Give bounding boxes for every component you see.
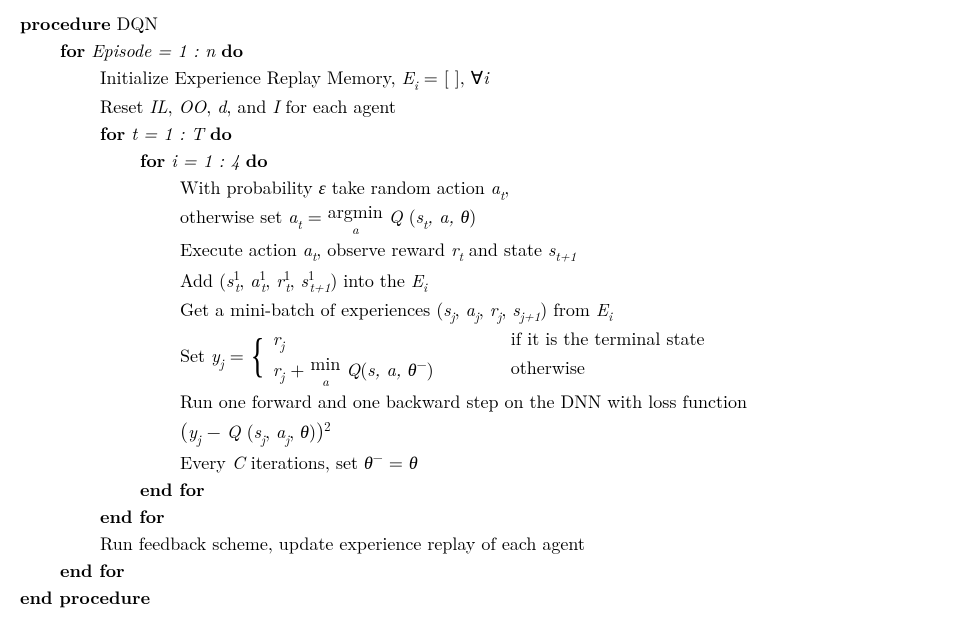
var-d: d <box>217 94 226 119</box>
procedure-line: procedure DQN <box>20 10 959 37</box>
for-t-line: for t = 1 : T do <box>20 120 959 147</box>
for-i-line: for i = 1 : 4 do <box>20 147 959 174</box>
eps-line: With probability ε take random action at… <box>20 174 959 203</box>
end-procedure: end procedure <box>20 584 959 611</box>
endfor-t: end for <box>20 503 959 530</box>
feedback-line: Run feedback scheme, update experience r… <box>20 530 959 557</box>
add-line: Add (s1t, a1t, r1t, s1t+1) into the Ei <box>20 265 959 296</box>
var-IL: IL <box>149 94 167 119</box>
left-brace-icon: { <box>250 332 264 380</box>
init-replay-text: Initialize Experience Replay Memory, <box>100 65 402 90</box>
for-episode-var: Episode = 1 : n <box>91 38 221 63</box>
for-episode-line: for Episode = 1 : n do <box>20 37 959 64</box>
endfor-episode: end for <box>20 557 959 584</box>
case1-expr: rj <box>273 325 511 354</box>
var-a: a <box>491 175 500 200</box>
argmin-line: otherwise set at = argmina Q (st, a, θ) <box>20 203 959 235</box>
runstep-line1: Run one forward and one backward step on… <box>20 388 959 415</box>
case-row-2: rj + mina Q(s, a, θ−) otherwise <box>273 354 705 388</box>
kw-for: for <box>140 148 165 173</box>
set-y-lhs: Set yj = <box>180 342 244 371</box>
kw-for: for <box>60 38 85 63</box>
algorithm-block: procedure DQN for Episode = 1 : n do Ini… <box>20 10 959 611</box>
reset-line: Reset IL, OO, d, and I for each agent <box>20 93 959 120</box>
reset-pre: Reset <box>100 94 149 119</box>
execute-line: Execute action at, observe reward rt and… <box>20 236 959 265</box>
minibatch-line: Get a mini-batch of experiences (sj, aj,… <box>20 296 959 325</box>
var-E: E <box>402 65 414 90</box>
case2-expr: rj + mina Q(s, a, θ−) <box>273 354 511 388</box>
case2-cond: otherwise <box>511 354 585 388</box>
sub-i: i <box>414 75 418 94</box>
var-OO: OO <box>179 94 207 119</box>
every-c-line: Every C iterations, set θ− = θ <box>20 447 959 476</box>
min-op: mina <box>310 355 340 387</box>
kw-do: do <box>246 148 268 173</box>
var-Q: Q <box>389 204 403 229</box>
proc-name: DQN <box>117 11 158 36</box>
case1-cond: if it is the terminal state <box>511 325 705 354</box>
set-y-line: Set yj = { rj if it is the terminal stat… <box>20 325 959 388</box>
init-eq: = [ ], ∀ <box>418 65 483 90</box>
argmin-op: argmina <box>328 203 383 235</box>
kw-for: for <box>100 121 125 146</box>
kw-procedure: procedure <box>20 11 111 36</box>
kw-do: do <box>221 38 243 63</box>
kw-do: do <box>210 121 232 146</box>
for-i: i = 1 : 4 <box>171 148 246 173</box>
var-eps: ε <box>319 175 326 200</box>
cases-table: rj if it is the terminal state rj + mina… <box>273 325 705 388</box>
init-replay-line: Initialize Experience Replay Memory, Ei … <box>20 64 959 93</box>
runstep-line2: (yj − Q (sj, aj, θ))2 <box>20 415 959 447</box>
reset-post: for each agent <box>279 94 396 119</box>
endfor-i: end for <box>20 476 959 503</box>
case-row-1: rj if it is the terminal state <box>273 325 705 354</box>
for-t: t = 1 : T <box>131 121 210 146</box>
forall-i: i <box>483 65 489 90</box>
